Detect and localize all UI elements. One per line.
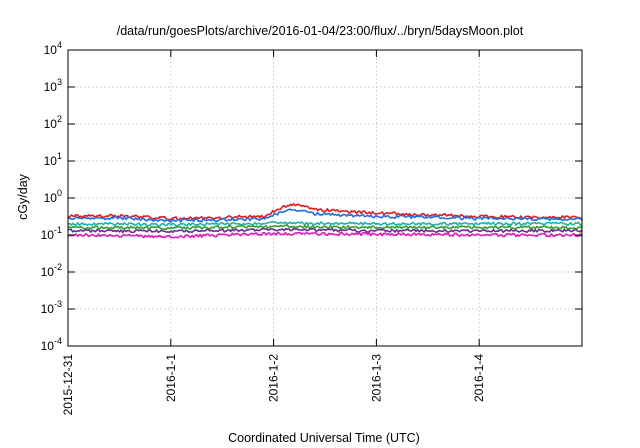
y-tick-label: 104 [44, 40, 62, 57]
x-axis-label: Coordinated Universal Time (UTC) [228, 431, 420, 445]
x-tick-label: 2016-1-3 [369, 354, 383, 402]
x-tick-label: 2016-1-2 [267, 354, 281, 402]
x-tick-label: 2016-1-4 [472, 354, 486, 402]
y-tick-label: 10-3 [41, 299, 62, 316]
grid [68, 50, 582, 346]
series-lines [67, 203, 583, 239]
series-line [67, 224, 583, 231]
x-tick-label: 2015-12-31 [61, 354, 75, 416]
x-ticks: 2015-12-31 2016-1-1 2016-1-2 2016-1-3 2016-1… [61, 50, 486, 415]
y-tick-label: 101 [44, 151, 62, 168]
x-tick-label: 2016-1-1 [164, 354, 178, 402]
series-line [67, 227, 583, 234]
series-line [67, 203, 583, 221]
y-axis-label: cGy/day [16, 173, 30, 220]
y-tick-label: 10-2 [41, 262, 62, 279]
series-line [67, 231, 583, 239]
y-tick-label: 100 [44, 188, 62, 205]
y-tick-label: 10-1 [41, 225, 62, 242]
y-ticks: 10-4 10-3 10-2 10-1 100 101 102 103 104 [41, 40, 582, 353]
y-tick-label: 103 [44, 77, 62, 94]
series-line [67, 220, 583, 227]
chart-title: /data/run/goesPlots/archive/2016-01-04/2… [117, 24, 524, 38]
series-line [68, 208, 583, 223]
y-tick-label: 102 [44, 114, 62, 131]
y-tick-label: 10-4 [41, 336, 62, 353]
